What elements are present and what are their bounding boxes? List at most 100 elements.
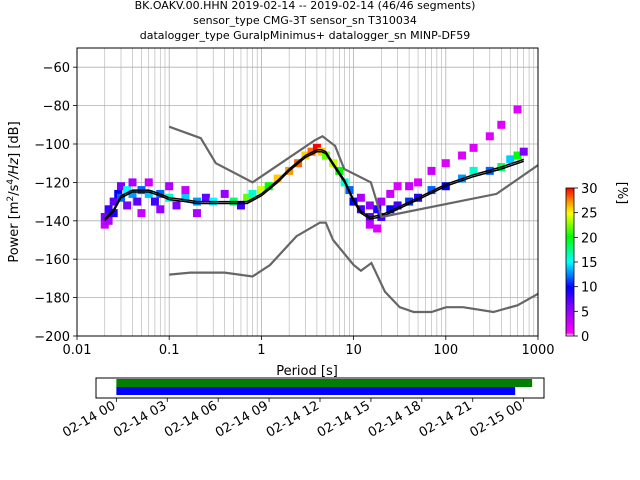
timeline-tick-label: 02-14 18 <box>366 398 424 440</box>
x-axis-ticks: 0.01 0.1 1 10 100 1000 <box>63 336 555 358</box>
psd-cell <box>144 178 153 187</box>
y-tick-label: −60 <box>43 61 70 76</box>
title-line-3: datalogger_type GuralpMinimus+ datalogge… <box>140 29 471 42</box>
y-tick-label: −100 <box>34 138 70 153</box>
y-tick-label: −140 <box>34 215 70 230</box>
series-mean-line <box>104 149 524 220</box>
psd-cell <box>519 147 528 156</box>
psd-cell <box>469 143 478 152</box>
timeline-tick-label: 02-14 06 <box>162 398 220 440</box>
psd-cell <box>128 178 137 187</box>
timeline-tick-label: 02-14 12 <box>264 398 322 440</box>
colorbar-tick-label: 25 <box>581 207 598 222</box>
series-mode-line <box>104 150 524 222</box>
psd-cell <box>109 209 118 218</box>
x-tick-label: 1000 <box>521 343 554 358</box>
psd-cell <box>356 193 365 202</box>
x-tick-label: 0.01 <box>63 343 92 358</box>
psd-cell <box>236 201 245 210</box>
psd-plot-area: 0.01 0.1 1 10 100 1000 −200 −180 −160 −140 −120 −1… <box>34 47 555 358</box>
timeline-tick-label: 02-14 03 <box>111 398 169 440</box>
psd-cell <box>243 193 252 202</box>
psd-cell <box>133 197 142 206</box>
psd-cell <box>335 166 344 175</box>
psd-cell <box>264 182 273 191</box>
psd-cell <box>469 166 478 175</box>
psd-cell <box>109 197 118 206</box>
psd-cell <box>104 205 113 214</box>
psd-cell <box>150 197 159 206</box>
psd-cell <box>156 205 165 214</box>
psd-cell <box>248 189 257 198</box>
psd-cell <box>181 186 190 195</box>
x-tick-label: 1 <box>257 343 265 358</box>
psd-cell <box>458 151 467 160</box>
chart-title: BK.OAKV.00.HHN 2019-02-14 -- 2019-02-14 … <box>135 0 476 42</box>
timeline-tick-label: 02-15 00 <box>468 398 526 440</box>
psd-cell <box>321 151 330 160</box>
psd-cell <box>386 189 395 198</box>
psd-cell <box>201 193 210 202</box>
timeline-tick-label: 02-14 09 <box>213 398 271 440</box>
title-line-1: BK.OAKV.00.HHN 2019-02-14 -- 2019-02-14 … <box>135 0 476 12</box>
psd-cell <box>373 205 382 214</box>
colorbar-label: [%] <box>614 182 629 205</box>
title-line-2: sensor_type CMG-3T sensor_sn T310034 <box>193 14 417 27</box>
psd-cell <box>506 155 515 164</box>
plot-grid <box>76 48 538 337</box>
timeline-bar <box>116 379 533 387</box>
psd-cell <box>181 193 190 202</box>
y-tick-label: −200 <box>34 330 70 345</box>
psd-cell <box>513 151 522 160</box>
psd-cell <box>513 105 522 114</box>
psd-cell <box>220 189 229 198</box>
y-tick-label: −160 <box>34 253 70 268</box>
series-nlnm-line <box>169 221 538 314</box>
x-tick-label: 0.1 <box>159 343 180 358</box>
psd-cell <box>172 201 181 210</box>
timeline-tick-label: 02-14 15 <box>315 398 373 440</box>
psd-cell <box>165 182 174 191</box>
timeline-bars <box>116 379 533 395</box>
colorbar-gradient <box>565 187 575 337</box>
psd-lines <box>104 125 538 314</box>
psd-cell <box>192 209 201 218</box>
colorbar: 0 5 10 15 20 25 30 [%] <box>565 182 629 345</box>
colorbar-tick-label: 30 <box>581 182 598 197</box>
colorbar-tick-label: 20 <box>581 231 598 246</box>
psd-cell <box>497 120 506 129</box>
psd-cell <box>312 143 321 152</box>
series-nhnm-line <box>168 125 538 219</box>
psd-cell <box>128 189 137 198</box>
psd-cell <box>485 132 494 141</box>
y-axis-label: Power [m2/s4/Hz] [dB] <box>6 121 22 262</box>
timeline-tick-label: 02-14 21 <box>417 398 475 440</box>
psd-cell <box>414 178 423 187</box>
x-axis-label: Period [s] <box>276 364 338 379</box>
psd-cell <box>365 201 374 210</box>
plot-frame <box>76 47 539 337</box>
psd-cell <box>365 220 374 229</box>
psd-cell <box>144 189 153 198</box>
colorbar-ticks: 0 5 10 15 20 25 30 <box>574 182 598 345</box>
colorbar-tick-label: 5 <box>581 305 589 320</box>
colorbar-tick-label: 0 <box>581 330 589 345</box>
psd-cell <box>104 216 113 225</box>
psd-cell <box>356 205 365 214</box>
psd-cell <box>386 205 395 214</box>
psd-cell <box>377 197 386 206</box>
psd-cell <box>116 182 125 191</box>
psd-cell <box>393 182 402 191</box>
psd-cell <box>405 182 414 191</box>
psd-cell <box>123 186 132 195</box>
x-tick-label: 100 <box>433 343 458 358</box>
y-axis-ticks: −200 −180 −160 −140 −120 −100 −80 −60 <box>34 61 77 345</box>
colorbar-tick-label: 15 <box>581 256 598 271</box>
timeline-tick-label: 02-14 00 <box>60 398 118 440</box>
timeline-bar <box>116 387 516 395</box>
psd-cell <box>123 201 132 210</box>
y-tick-label: −120 <box>34 176 70 191</box>
